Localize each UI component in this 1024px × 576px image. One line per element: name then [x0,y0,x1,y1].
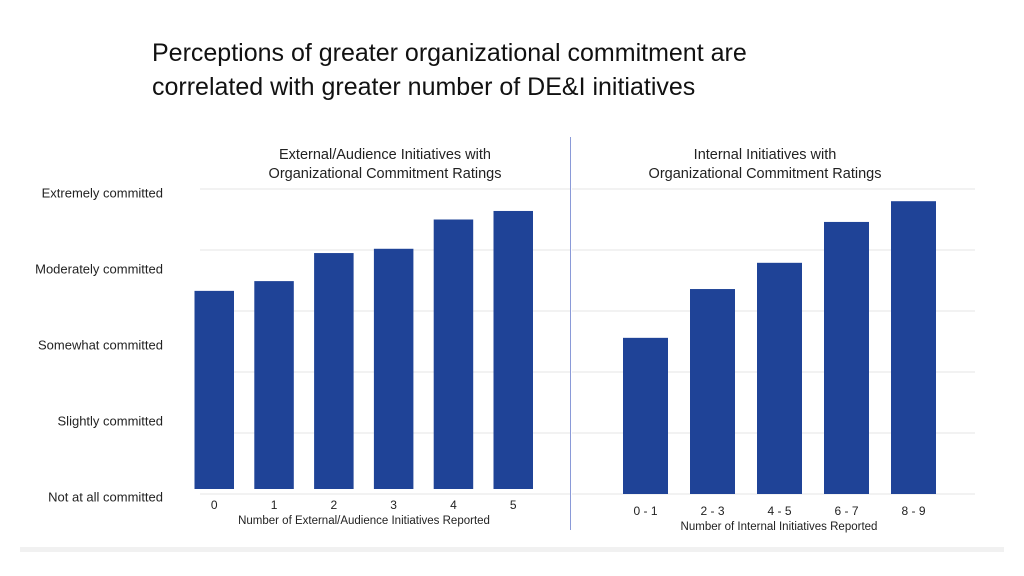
left-bar-0 [194,290,234,489]
right-x-tick-label: 4 - 5 [767,504,792,518]
left-x-tick-label: 2 [330,498,338,512]
title-line-1: Perceptions of greater organizational co… [152,39,747,67]
y-tick-label: Slightly committed [57,413,163,429]
right-chart-title-line-2: Organizational Commitment Ratings [648,166,882,182]
right-x-tick-label: 2 - 3 [700,504,725,518]
left-bar-3 [373,248,414,489]
left-chart-title-line-1: External/Audience Initiatives with [279,147,491,163]
left-chart-title: External/Audience Initiatives with Organ… [200,146,570,184]
right-x-axis-title: Number of Internal Initiatives Reported [680,521,878,533]
y-tick-label: Not at all committed [48,489,163,505]
right-chart-title: Internal Initiatives with Organizational… [590,146,940,184]
left-x-tick-label: 3 [390,498,397,512]
left-x-tick-label: 0 [210,498,218,512]
left-bar-5 [493,210,533,489]
left-x-axis-title: Number of External/Audience Initiatives … [238,515,490,527]
right-bar-2-3 [690,289,735,494]
slide-title: Perceptions of greater organizational co… [152,36,747,104]
left-x-tick-label: 1 [270,498,278,512]
right-x-tick-label: 8 - 9 [901,504,926,518]
right-chart-title-line-1: Internal Initiatives with [693,147,837,163]
right-bar-4-5 [757,262,802,494]
left-bar-4 [433,219,474,489]
right-bar-8-9 [891,201,936,494]
chart-divider [570,137,571,530]
left-x-tick-label: 4 [450,498,457,512]
right-x-tick-label: 0 - 1 [633,504,658,518]
footer-bar [20,547,1004,552]
y-tick-label: Somewhat committed [38,337,163,353]
left-x-tick-label: 5 [509,498,517,512]
left-chart-title-line-2: Organizational Commitment Ratings [268,166,502,182]
y-tick-label: Extremely committed [41,185,163,201]
right-x-tick-label: 6 - 7 [834,504,859,518]
left-bar-2 [314,253,354,489]
left-bar-1 [254,281,294,489]
title-line-2: correlated with greater number of DE&I i… [152,73,696,101]
right-bar-0-1 [623,337,668,494]
right-bar-6-7 [824,221,869,494]
y-tick-label: Moderately committed [35,261,163,277]
